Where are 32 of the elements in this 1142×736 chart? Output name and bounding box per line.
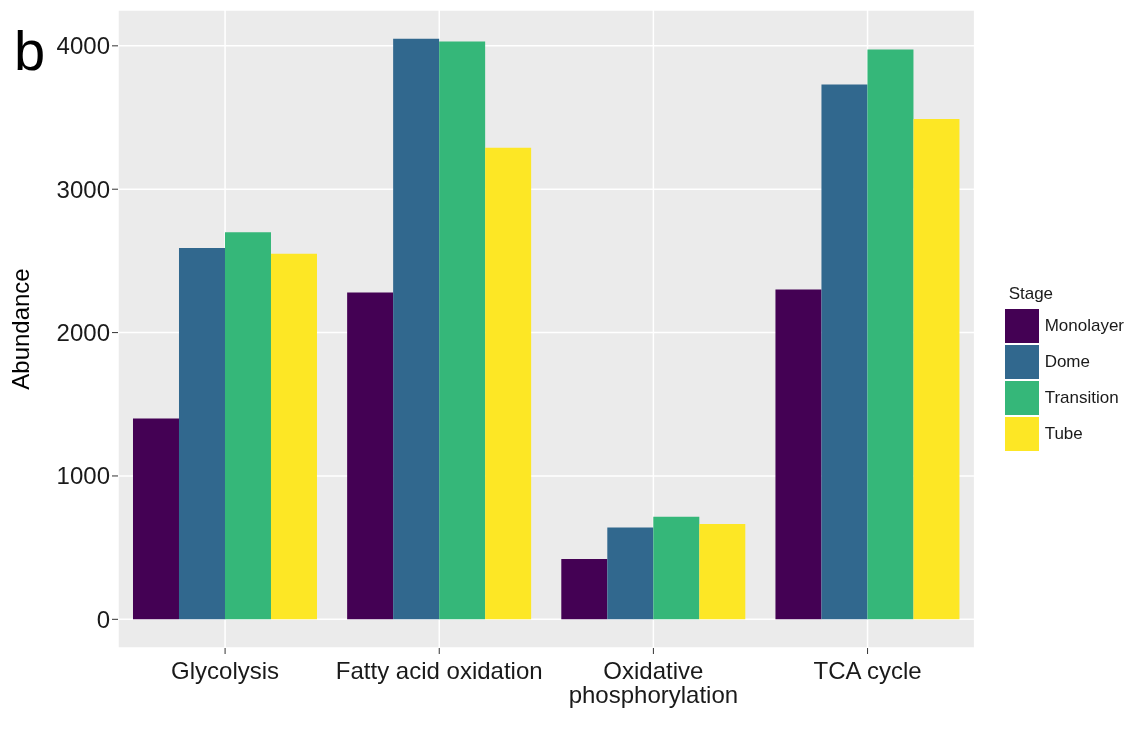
legend-title: Stage xyxy=(1008,284,1055,304)
legend-label: Transition xyxy=(1044,388,1119,408)
chart-title: b xyxy=(14,18,46,83)
bar xyxy=(270,253,317,620)
y-tick-label: 3000 xyxy=(56,175,110,203)
bar xyxy=(347,292,394,620)
legend-label: Monolayer xyxy=(1044,316,1124,336)
y-tick-label: 2000 xyxy=(56,319,110,347)
bar xyxy=(775,289,822,620)
bar xyxy=(178,248,225,620)
bar xyxy=(561,559,608,620)
bar xyxy=(867,49,914,620)
y-tick-label: 0 xyxy=(96,605,110,633)
bar xyxy=(132,418,179,620)
bar xyxy=(224,232,271,620)
y-tick-label: 4000 xyxy=(56,32,110,60)
bar xyxy=(699,523,746,620)
y-axis-title: Abundance xyxy=(6,268,34,390)
x-tick-label: Oxidative phosphorylation xyxy=(568,657,739,709)
legend-label: Tube xyxy=(1044,424,1083,444)
y-tick-label: 1000 xyxy=(56,462,110,490)
bar xyxy=(653,516,700,620)
legend-label: Dome xyxy=(1044,352,1090,372)
bar xyxy=(607,527,654,620)
x-tick-label: TCA cycle xyxy=(813,657,922,685)
x-tick-label: Fatty acid oxidation xyxy=(335,657,543,685)
x-tick-label: Glycolysis xyxy=(171,657,280,685)
bar xyxy=(439,41,486,620)
bar xyxy=(485,147,532,620)
bar xyxy=(393,38,440,620)
bar xyxy=(821,84,868,620)
bar xyxy=(913,118,960,620)
